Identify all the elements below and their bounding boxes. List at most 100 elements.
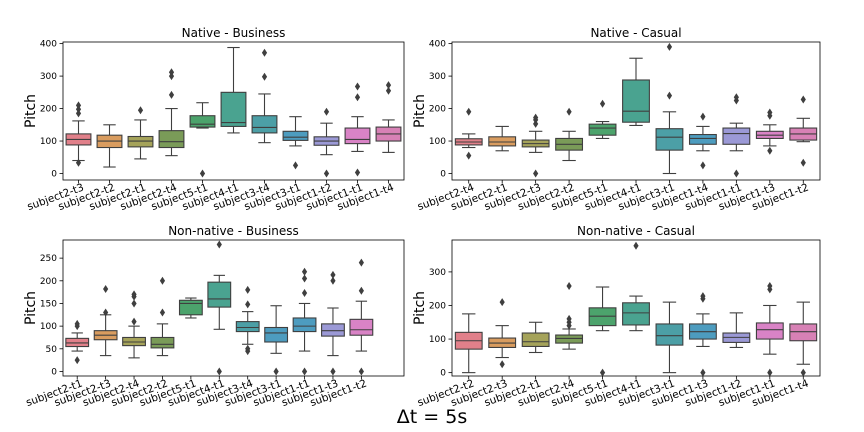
y-tick-label: 50 (46, 345, 58, 355)
y-tick-label: 200 (429, 301, 446, 311)
iqr-box (588, 123, 617, 136)
iqr-box (321, 323, 345, 337)
outlier-point (385, 86, 392, 95)
box-subject3-t4 (235, 285, 260, 356)
axes-frame (62, 239, 405, 377)
box-subject2-t1 (488, 125, 517, 152)
box-subject1-t2 (789, 95, 818, 167)
outlier-point (533, 113, 539, 122)
box-subject3-t1 (655, 301, 684, 374)
iqr-box (789, 323, 818, 342)
y-tick-label: 200 (40, 277, 57, 287)
outlier-point (301, 267, 308, 276)
outlier-point (533, 169, 539, 178)
y-axis-label: Pitch (23, 94, 39, 128)
iqr-box (755, 322, 784, 340)
outlier-point (261, 72, 268, 81)
outlier-point (245, 344, 251, 353)
outlier-point (131, 290, 137, 299)
outlier-point (385, 81, 392, 90)
outlier-point (566, 107, 572, 116)
outlier-point (599, 99, 606, 108)
outlier-point (599, 368, 606, 377)
outlier-point (261, 48, 268, 57)
outlier-point (800, 95, 806, 104)
y-axis-label: Pitch (412, 94, 428, 128)
outlier-point (767, 108, 773, 117)
figure-caption: Δt = 5s (396, 406, 468, 428)
box-subject4-t1 (220, 46, 247, 134)
outlier-point (273, 367, 279, 376)
y-tick-label: 150 (40, 299, 57, 309)
iqr-box (207, 281, 232, 308)
outlier-point (330, 270, 336, 279)
box-subject1-t1 (344, 82, 371, 177)
box-subject1-t1 (755, 282, 784, 377)
iqr-box (178, 299, 203, 316)
outlier-point (74, 356, 80, 365)
chart-panel-4: Non-native - CasualPitch0100200300subjec… (412, 224, 821, 409)
iqr-box (264, 326, 289, 343)
y-axis-label: Pitch (23, 291, 39, 325)
chart-title: Non-native - Business (168, 224, 299, 238)
chart-panel-1: Native - BusinessPitch0100200300400subje… (23, 26, 405, 213)
outlier-point (168, 68, 175, 77)
outlier-point (330, 276, 336, 285)
y-tick-label: 400 (429, 40, 446, 50)
outlier-point (358, 367, 364, 376)
iqr-box (488, 136, 517, 147)
box-subject2-t3 (65, 101, 92, 167)
outlier-point (323, 169, 330, 178)
box-subject5-t1 (588, 286, 617, 377)
box-subject1-t2 (349, 258, 374, 376)
box-subject2-t1 (521, 321, 550, 354)
outlier-point (499, 298, 505, 307)
box-subject3-t1 (655, 42, 684, 175)
y-tick-label: 200 (40, 105, 57, 115)
iqr-box (722, 127, 751, 145)
outlier-point (199, 169, 206, 178)
outlier-point (800, 158, 806, 167)
outlier-point (700, 292, 706, 301)
box-subject5-t1 (588, 99, 617, 139)
iqr-box (251, 115, 278, 134)
iqr-box (235, 321, 260, 333)
box-subject2-t1 (127, 106, 154, 160)
iqr-box (688, 133, 717, 145)
iqr-box (622, 79, 650, 123)
y-tick-label: 200 (429, 105, 446, 115)
outlier-point (358, 258, 364, 267)
box-subject3-t1 (264, 305, 289, 376)
iqr-box (655, 128, 684, 151)
box-subject2-t3 (488, 298, 517, 369)
box-subject4-t1 (207, 240, 232, 376)
box-subject4-t1 (622, 57, 650, 126)
box-subject3-t1 (282, 116, 309, 170)
outlier-point (666, 91, 673, 100)
box-subject1-t4 (375, 81, 402, 153)
box-subject1-t1 (722, 93, 751, 178)
outlier-point (74, 319, 80, 328)
box-subject1-t3 (321, 270, 345, 376)
outlier-point (323, 107, 330, 116)
outlier-point (245, 300, 251, 309)
outlier-point (168, 90, 175, 99)
iqr-box (622, 302, 650, 326)
box-subject2-t2 (150, 276, 175, 357)
box-subject5-t1 (189, 102, 216, 178)
outlier-point (103, 284, 109, 293)
box-subject2-t2 (96, 124, 123, 168)
y-tick-label: 100 (429, 137, 446, 147)
outlier-point (354, 82, 361, 91)
box-subject2-t2 (555, 107, 584, 162)
outlier-point (700, 161, 706, 170)
outlier-point (633, 241, 639, 250)
y-tick-label: 100 (429, 335, 446, 345)
y-tick-label: 300 (40, 72, 57, 82)
y-tick-label: 0 (440, 369, 446, 379)
outlier-point (301, 367, 308, 376)
iqr-box (344, 127, 371, 145)
iqr-box (150, 336, 175, 349)
chart-panel-3: Non-native - Business Pitch 0 50 100 150 200 25… (23, 224, 405, 409)
y-tick-label: 100 (40, 322, 57, 332)
